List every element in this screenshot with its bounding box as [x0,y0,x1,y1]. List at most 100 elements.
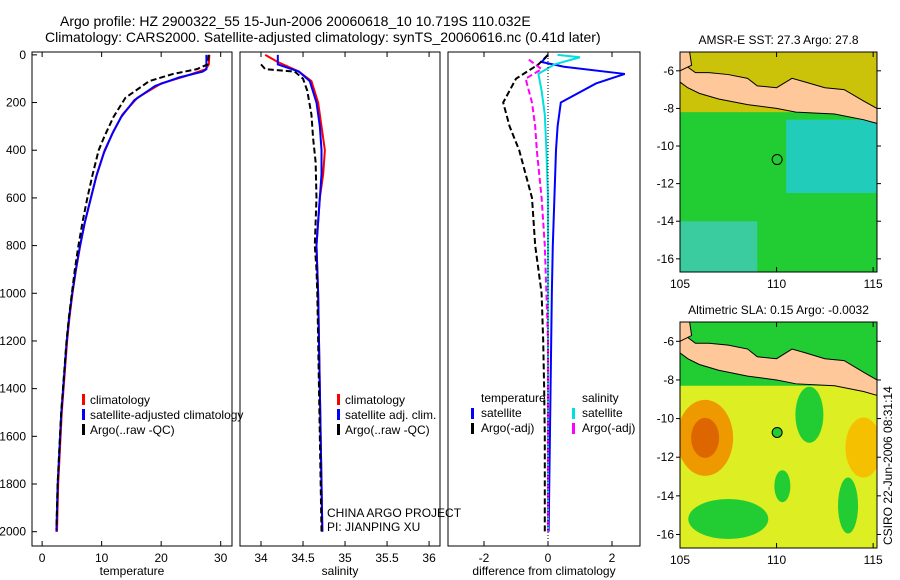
series-line-temperature-argo-adj- [502,54,549,532]
x-tick-label: 20 [154,551,168,565]
sumatra-land [680,52,693,72]
legend-swatch [337,394,340,405]
legend-item: climatology [345,393,405,407]
sla-low-mid [795,386,824,443]
y-tick-label: 600 [6,191,26,205]
legend-item: Argo(-adj) [481,421,534,435]
y-tick-label: -12 [657,177,675,191]
series-line-climatology [56,54,211,532]
legend-item: Argo(-adj) [582,421,635,435]
sst-map-title: AMSR-E SST: 27.3 Argo: 27.8 [698,33,858,47]
sla-low-c [774,470,791,503]
series-line-argo-raw-qc- [260,63,323,532]
temp-frame [31,51,233,547]
legend-item: climatology [90,393,150,407]
sla-high-east [845,417,877,478]
x-tick-label: 34 [254,551,268,565]
y-tick-label: 1400 [0,382,26,396]
x-tick-label: 115 [864,553,883,567]
sumatra-land [680,322,693,342]
x-tick-label: 36 [422,551,436,565]
legend-swatch [337,409,340,420]
temp-xlabel: temperature [100,564,165,578]
series-line-argo-raw-qc- [55,54,210,530]
series-line-satellite-adj-clim- [276,54,324,532]
x-tick-label: -2 [479,551,490,565]
annotation-line: PI: JIANPING XU [327,520,420,534]
y-tick-label: -8 [663,373,674,387]
x-tick-label: 115 [864,277,883,291]
java-land [680,60,877,124]
series-line-satellite-adjusted-climatology [55,54,208,532]
y-tick-label: -16 [657,527,675,541]
csiro-stamp: CSIRO 22-Jun-2006 08:31:14 [881,386,895,545]
title-line-1: Argo profile: HZ 2900322_55 15-Jun-2006 … [60,13,531,29]
y-tick-label: 0 [19,48,26,62]
x-tick-label: 2 [609,551,616,565]
y-tick-label: 800 [6,239,26,253]
y-tick-label: -14 [657,214,675,228]
legend-swatch [572,423,575,434]
series-line-salinity-argo-adj- [524,58,549,532]
sst-frame [679,51,878,273]
cool-band [786,119,877,194]
y-tick-label: 1200 [0,334,26,348]
legend-item: Argo(..raw -QC) [90,423,175,437]
series-line-salinity-satellite [537,53,581,532]
series-line-temperature-satellite [539,54,626,532]
legend-item: satellite-adjusted climatology [90,408,243,422]
series-line-climatology [264,53,326,532]
sst-panel: AMSR-E SST: 27.3 Argo: 27.8 105 110 115 -6 -8… [657,33,883,291]
x-tick-label: 35 [338,551,352,565]
x-tick-label: 105 [670,553,690,567]
legend-item: satellite [481,406,522,420]
y-tick-label: 400 [6,143,26,157]
legend-swatch [572,408,575,419]
sal-panel: salinity 34 34.5 35 35.5 36 climatologysatelli… [239,51,462,578]
title-line-2: Climatology: CARS2000. Satellite-adjuste… [45,29,601,45]
x-tick-label: 30 [214,551,228,565]
legend-header: salinity [582,391,619,405]
annotation-line: CHINA ARGO PROJECT [327,506,462,520]
diff-panel: difference from climatology-2 0 2 temperatu… [447,51,641,578]
temp-panel: temperature 0 10 20 30 0 200 400 600 800 1000 1200 1… [0,48,243,578]
legend-item: satellite adj. clim. [345,408,436,422]
legend-header: temperature [481,391,546,405]
x-tick-label: 105 [670,277,690,291]
y-tick-label: -8 [663,101,674,115]
legend-swatch [471,408,474,419]
y-tick-label: 1000 [0,286,26,300]
diff-frame [447,51,641,547]
diff-xlabel: difference from climatology [472,564,615,578]
sla-map-title: Altimetric SLA: 0.15 Argo: -0.0032 [688,303,869,317]
legend-item: Argo(..raw -QC) [345,423,430,437]
x-tick-label: 35.5 [375,551,399,565]
y-tick-label: 2000 [0,525,26,539]
sal-xlabel: salinity [322,564,359,578]
y-tick-label: -10 [657,139,675,153]
y-tick-label: -10 [657,412,675,426]
x-tick-label: 110 [767,277,786,291]
legend-item: satellite [582,406,623,420]
legend-swatch [471,423,474,434]
x-tick-label: 0 [545,551,552,565]
sal-frame [239,51,441,547]
legend-swatch [82,394,85,405]
y-tick-label: -12 [657,450,675,464]
sla-peak-west [691,417,720,458]
sla-low-sw [688,499,769,540]
sla-map [680,322,877,548]
argo-position-marker [771,426,783,438]
legend-swatch [82,424,85,435]
java-land [680,331,877,396]
legend-swatch [337,424,340,435]
sst-map [680,52,877,272]
sla-low-se [838,477,859,534]
y-tick-label: -14 [657,489,675,503]
cool-sw [680,221,758,272]
y-tick-label: -6 [663,334,674,348]
x-tick-label: 34.5 [291,551,315,565]
y-tick-label: -6 [663,64,674,78]
legend-swatch [82,409,85,420]
